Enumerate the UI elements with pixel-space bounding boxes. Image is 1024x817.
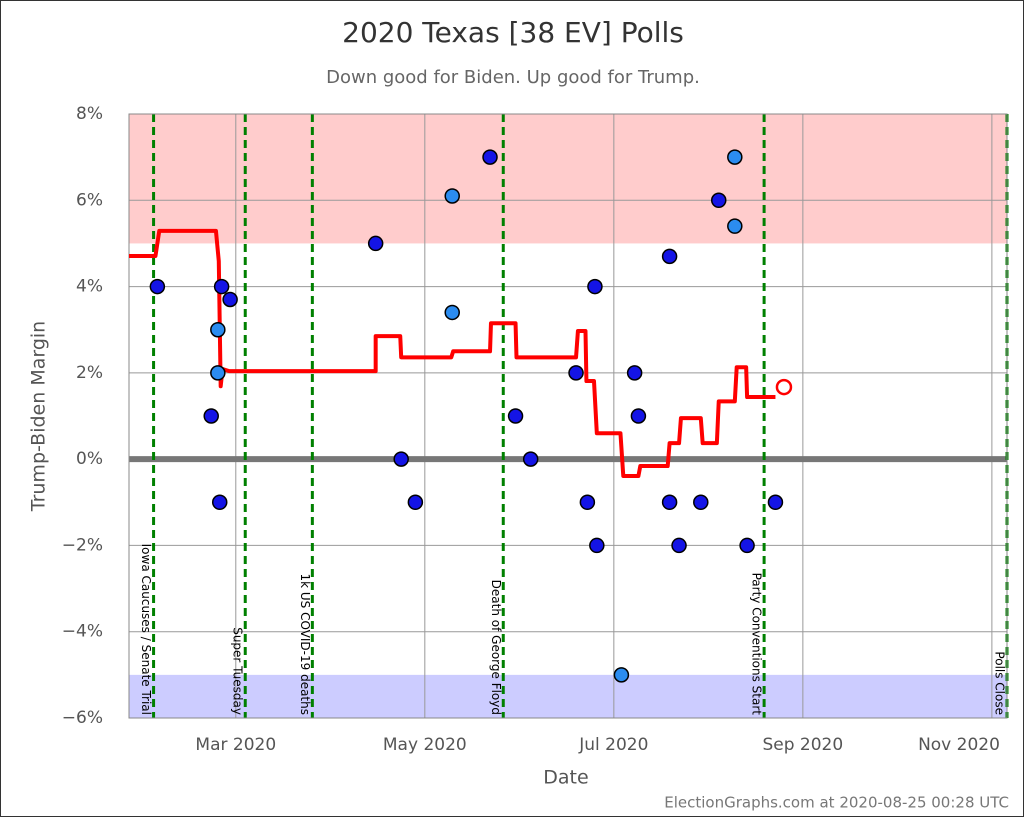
poll-point — [671, 537, 687, 554]
poll-point — [444, 188, 460, 204]
poll-point — [367, 235, 384, 252]
poll-point — [710, 192, 727, 209]
poll-point — [407, 494, 424, 511]
poll-point — [222, 291, 238, 308]
poll-point — [626, 365, 643, 381]
event-label: Super Tuesday — [231, 627, 245, 715]
y-tick-label: 4% — [76, 277, 103, 297]
poll-point — [210, 365, 226, 381]
poll-point — [587, 278, 603, 295]
current-average — [775, 378, 793, 396]
poll-point — [211, 494, 228, 511]
poll-point — [213, 278, 230, 295]
poll-point — [589, 537, 605, 554]
y-tick-label: 6% — [76, 190, 103, 210]
poll-point — [739, 537, 755, 554]
poll-point — [727, 218, 743, 234]
event-label: 1k US COVID-19 deaths — [298, 573, 312, 715]
event-label: Polls Close — [993, 651, 1007, 715]
poll-point — [613, 667, 630, 683]
x-tick-label: May 2020 — [383, 735, 467, 755]
event-label: Death of George Floyd — [489, 580, 503, 715]
y-tick-label: −6% — [62, 708, 103, 728]
poll-point — [727, 149, 743, 165]
average-line — [129, 228, 776, 478]
event-label: Party Conventions Start — [750, 573, 764, 716]
poll-point — [661, 494, 678, 511]
poll-point — [203, 408, 219, 424]
chart-title: 2020 Texas [38 EV] Polls — [342, 16, 684, 49]
poll-point — [579, 494, 596, 511]
x-tick-label: Sep 2020 — [762, 735, 843, 755]
poll-point — [149, 278, 166, 295]
poll-point — [482, 149, 498, 165]
chart-subtitle: Down good for Biden. Up good for Trump. — [326, 67, 700, 88]
poll-point — [507, 408, 524, 424]
plot-border — [128, 113, 1008, 719]
poll-point — [661, 248, 678, 265]
poll-point — [693, 494, 709, 511]
y-tick-label: 2% — [76, 363, 103, 383]
footer: ElectionGraphs.com at 2020-08-25 00:28 U… — [664, 794, 1009, 812]
x-tick-label: Jul 2020 — [578, 735, 648, 755]
poll-point — [767, 494, 784, 511]
x-tick-label: Nov 2020 — [918, 735, 1000, 755]
poll-point — [568, 365, 584, 381]
y-tick-label: 0% — [76, 449, 103, 469]
band — [129, 114, 1007, 244]
y-tick-label: −4% — [62, 622, 103, 642]
y-axis-label: Trump-Biden Margin — [28, 321, 50, 512]
x-axis-label: Date — [543, 767, 588, 789]
y-tick-label: 8% — [76, 104, 103, 124]
event-label: Iowa Caucuses / Senate Trial — [139, 544, 153, 715]
poll-point — [393, 451, 409, 467]
poll-point — [444, 304, 460, 321]
x-tick-label: Mar 2020 — [195, 735, 276, 755]
poll-point — [630, 408, 647, 424]
y-tick-label: −2% — [62, 535, 103, 555]
band — [129, 674, 1007, 718]
poll-point — [522, 451, 539, 467]
poll-point — [210, 321, 226, 338]
